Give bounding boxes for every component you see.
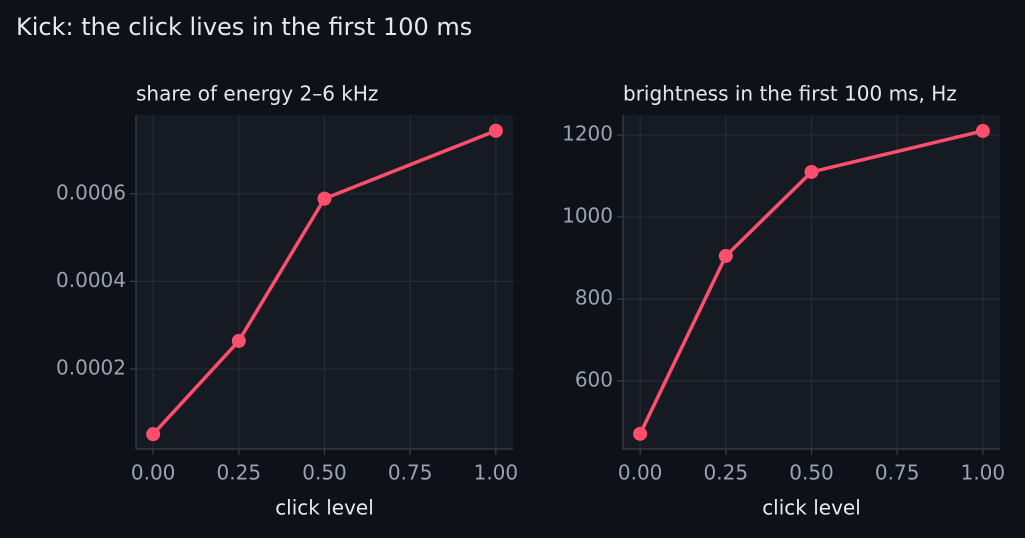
marker	[633, 426, 648, 441]
x-axis-label: click level	[762, 496, 861, 520]
chart-title: brightness in the first 100 ms, Hz	[623, 82, 957, 106]
line	[638, 129, 984, 435]
marker	[317, 191, 332, 206]
x-tick-label: 1.00	[961, 461, 1006, 485]
y-tick-label: 1000	[562, 204, 613, 228]
x-tick-label: 0.75	[388, 461, 433, 485]
x-tick-label: 0.75	[875, 461, 920, 485]
marker	[804, 164, 819, 179]
x-tick-label: 0.00	[131, 461, 176, 485]
marker	[488, 123, 503, 138]
marker	[718, 248, 733, 263]
y-tick-label: 600	[575, 367, 613, 391]
figure-title: Kick: the click lives in the first 100 m…	[16, 13, 472, 41]
marker	[146, 427, 161, 442]
x-tick-label: 0.50	[302, 461, 347, 485]
x-axis-label: click level	[275, 496, 374, 520]
chart-title: share of energy 2–6 kHz	[136, 82, 378, 106]
x-tick-label: 0.25	[704, 461, 749, 485]
x-tick-label: 1.00	[474, 461, 519, 485]
y-tick-label: 800	[575, 286, 613, 310]
line	[151, 129, 497, 436]
x-tick-label: 0.25	[217, 461, 262, 485]
y-tick-label: 0.0006	[56, 180, 126, 204]
y-tick-label: 0.0002	[56, 355, 126, 379]
y-tick-label: 1200	[562, 122, 613, 146]
x-tick-label: 0.50	[789, 461, 834, 485]
x-tick-label: 0.00	[618, 461, 663, 485]
y-tick-label: 0.0004	[56, 268, 126, 292]
marker	[975, 123, 990, 138]
marker	[231, 333, 246, 348]
